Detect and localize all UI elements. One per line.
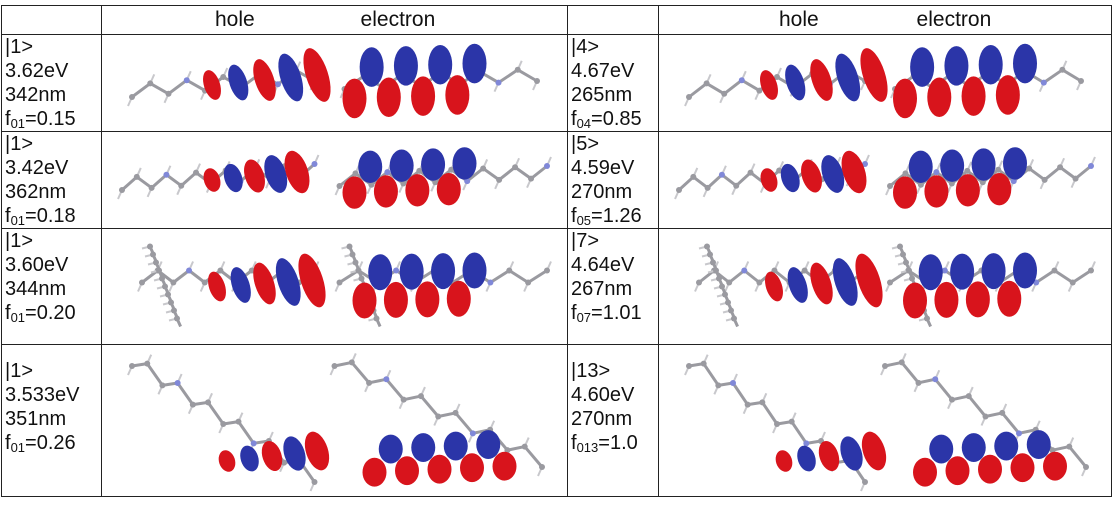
state-label-right: |4> 4.67eV 265nm f04=0.85	[567, 34, 659, 132]
electron-orbital	[913, 430, 1067, 487]
hole-orbital	[218, 431, 330, 472]
state-label-left: |1> 3.60eV 344nm f01=0.20	[1, 228, 102, 345]
state-id: |4>	[571, 36, 599, 58]
oscillator-strength: f07=1.01	[571, 302, 642, 325]
state-id: |7>	[571, 230, 599, 252]
header-left: hole electron	[101, 5, 568, 35]
header-right: hole electron	[658, 5, 1112, 35]
excitation-energy: 3.60eV	[5, 254, 69, 276]
table-row: |1> 3.42eV 362nm f01=0.18 |5> 4.59eV 270…	[1, 131, 1112, 229]
wavelength: 265nm	[571, 84, 633, 106]
wavelength: 351nm	[5, 408, 67, 430]
molecule-skeleton	[329, 353, 545, 477]
wavelength: 362nm	[5, 181, 67, 203]
state-label-right: |7> 4.64eV 267nm f07=1.01	[567, 228, 659, 345]
hole-orbital	[775, 431, 887, 472]
state-label-right: |13> 4.60eV 270nm f013=1.0	[567, 344, 659, 497]
wavelength: 267nm	[571, 278, 633, 300]
electron-header: electron	[360, 8, 436, 31]
excitation-energy: 4.59eV	[571, 157, 635, 179]
orbital-illustration	[137, 243, 552, 328]
oscillator-strength: f05=1.26	[571, 205, 642, 228]
orbital-illustration	[117, 147, 552, 209]
state-label-left: |1> 3.62eV 342nm f01=0.15	[1, 34, 102, 132]
hole-header: hole	[215, 8, 255, 31]
table-row: |1> 3.62eV 342nm f01=0.15 |4> 4.67eV 265…	[1, 34, 1112, 132]
header-blank-left	[1, 5, 102, 35]
orbital-table: hole electron hole electron |1> 3.62eV 3…	[1, 5, 1112, 497]
oscillator-strength: f01=0.20	[5, 302, 76, 325]
oscillator-strength: f01=0.26	[5, 432, 76, 455]
wavelength: 270nm	[571, 181, 633, 203]
oscillator-strength: f013=1.0	[571, 432, 638, 455]
state-label-left: |1> 3.533eV 351nm f01=0.26	[1, 344, 102, 497]
orbital-illustration	[684, 43, 1084, 119]
wavelength: 344nm	[5, 278, 67, 300]
hole-orbital	[203, 150, 310, 194]
state-id: |13>	[571, 360, 611, 382]
state-label-right: |5> 4.59eV 270nm f05=1.26	[567, 131, 659, 229]
header-blank-right	[567, 5, 659, 35]
orbital-illustration	[127, 353, 545, 492]
state-id: |1>	[5, 36, 33, 58]
electron-orbital	[352, 252, 487, 319]
orbital-illustration	[694, 243, 1096, 328]
molecule-skeleton	[880, 353, 1089, 477]
hole-orbital	[760, 150, 867, 194]
wavelength: 342nm	[5, 84, 67, 106]
state-label-left: |1> 3.42eV 362nm f01=0.18	[1, 131, 102, 229]
excitation-energy: 3.533eV	[5, 384, 80, 406]
header-row: hole electron hole electron	[1, 5, 1112, 35]
state-id: |1>	[5, 133, 33, 155]
oscillator-strength: f01=0.18	[5, 205, 76, 228]
electron-orbital	[342, 43, 487, 119]
hole-orbital	[765, 253, 883, 308]
oscillator-strength: f01=0.15	[5, 108, 76, 131]
electron-header: electron	[916, 8, 992, 31]
excitation-energy: 3.42eV	[5, 157, 69, 179]
excitation-energy: 3.62eV	[5, 60, 69, 82]
orbital-image	[658, 344, 1112, 497]
excitation-energy: 4.64eV	[571, 254, 635, 276]
orbital-image	[658, 228, 1112, 345]
hole-orbital	[760, 48, 888, 102]
orbital-illustration	[684, 353, 1089, 492]
orbital-image	[101, 34, 568, 132]
hole-orbital	[203, 48, 331, 102]
orbital-image	[101, 131, 568, 229]
orbital-image	[101, 228, 568, 345]
orbital-image	[101, 344, 568, 497]
table-row: |1> 3.60eV 344nm f01=0.20 |7> 4.64eV 267…	[1, 228, 1112, 345]
electron-orbital	[362, 430, 517, 487]
state-id: |1>	[5, 230, 33, 252]
oscillator-strength: f04=0.85	[571, 108, 642, 131]
excitation-energy: 4.60eV	[571, 384, 635, 406]
state-id: |5>	[571, 133, 599, 155]
molecule-skeleton	[684, 354, 868, 492]
orbital-illustration	[127, 43, 540, 119]
electron-orbital	[903, 252, 1037, 319]
molecule-skeleton	[127, 354, 318, 492]
state-id: |1>	[5, 360, 33, 382]
electron-orbital	[893, 43, 1037, 119]
orbital-illustration	[674, 147, 1096, 209]
orbital-image	[658, 34, 1112, 132]
electron-orbital	[342, 147, 477, 209]
table-row: |1> 3.533eV 351nm f01=0.26 |13> 4.60eV 2…	[1, 344, 1112, 497]
wavelength: 270nm	[571, 408, 633, 430]
hole-orbital	[208, 253, 326, 308]
hole-header: hole	[779, 8, 819, 31]
orbital-image	[658, 131, 1112, 229]
excitation-energy: 4.67eV	[571, 60, 635, 82]
electron-orbital	[893, 147, 1027, 209]
